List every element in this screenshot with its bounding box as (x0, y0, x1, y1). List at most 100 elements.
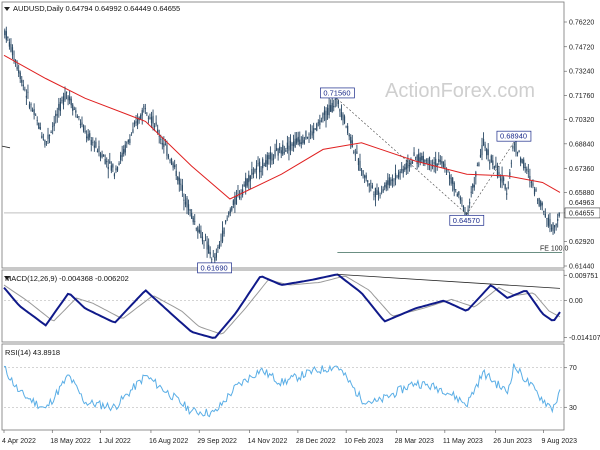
candle-body (146, 113, 148, 115)
candle-body (465, 212, 468, 213)
candle-body (414, 156, 417, 158)
macd-collapse-icon[interactable] (4, 276, 10, 280)
candle-body (35, 114, 37, 116)
x-tick-label: 9 Aug 2023 (542, 438, 578, 445)
candle-body (388, 177, 390, 186)
candle-body (452, 177, 454, 184)
candle-body (67, 96, 69, 101)
macd-y-ticks: 0.009751 0.00 -0.014107 (564, 273, 600, 342)
candle-body (422, 155, 424, 164)
candle-body (254, 168, 256, 173)
candle-body (72, 104, 74, 111)
candle-body (453, 182, 455, 191)
candle-body (136, 118, 139, 126)
collapse-triangle-icon[interactable] (4, 7, 10, 11)
candle-body (360, 175, 363, 176)
candle-body (96, 150, 99, 153)
candle-body (319, 120, 321, 126)
candle-body (184, 201, 187, 205)
candle-body (513, 144, 516, 145)
candle-body (45, 141, 48, 142)
candle-body (149, 117, 151, 119)
candle-body (115, 168, 117, 171)
candle-body (540, 201, 542, 207)
price-y-tick-label: 0.73240 (569, 69, 594, 76)
candle-body (524, 167, 526, 168)
x-tick-label: 10 Feb 2023 (344, 438, 383, 445)
candle-body (340, 112, 343, 118)
candle-body (527, 170, 529, 172)
candle-body (42, 139, 44, 140)
candle-body (526, 168, 528, 171)
candle-body (350, 136, 352, 144)
x-tick-label: 14 Nov 2022 (248, 438, 288, 445)
x-tick-label: 1 Jul 2022 (99, 438, 131, 445)
candle-body (279, 146, 281, 151)
sma-line (3, 54, 561, 200)
candle-body (126, 142, 128, 144)
candle-body (203, 244, 205, 246)
candle-body (323, 110, 326, 115)
candle-body (516, 152, 519, 154)
candle-body (272, 158, 275, 160)
candle-body (59, 101, 61, 112)
candle-body (408, 164, 411, 167)
candle-body (555, 223, 557, 226)
price-y-tick-label: 0.68840 (569, 141, 594, 148)
candle-body (438, 159, 440, 163)
candle-body (166, 144, 168, 156)
x-tick-label: 29 Sep 2022 (197, 438, 237, 445)
candle-body (416, 155, 418, 164)
candle-body (271, 153, 273, 161)
candle-body (382, 189, 384, 192)
candle-body (296, 138, 298, 144)
candle-body (268, 154, 270, 160)
candle-body (275, 148, 278, 151)
candle-body (82, 125, 85, 131)
candle-body (431, 165, 434, 167)
candle-body (320, 120, 322, 122)
rsi-tick-label: 70 (569, 365, 577, 372)
current-price-box (564, 207, 600, 219)
candle-body (163, 143, 165, 147)
candle-body (464, 211, 466, 217)
candle-body (297, 136, 299, 142)
candle-body (70, 98, 72, 106)
candle-body (322, 113, 324, 119)
candle-body (262, 159, 264, 169)
candle-body (499, 178, 502, 181)
candle-body (544, 213, 546, 218)
candle-body (313, 128, 315, 134)
candle-body (25, 95, 27, 98)
candle-body (384, 185, 386, 187)
fe-label: FE 100.0 (540, 246, 569, 253)
candle-body (467, 209, 469, 213)
candle-body (110, 165, 112, 171)
annotation-box (197, 262, 232, 274)
candle-body (347, 125, 349, 134)
candle-body (326, 107, 329, 115)
candle-body (103, 154, 105, 157)
candle-body (439, 160, 441, 162)
candle-body (109, 161, 111, 164)
candle-body (533, 189, 536, 195)
candle-body (538, 197, 540, 206)
candle-body (157, 129, 159, 133)
candle-body (112, 164, 114, 168)
candle-body (164, 144, 166, 146)
candle-body (10, 43, 12, 52)
candle-body (330, 105, 332, 112)
candle-body (235, 196, 238, 205)
candle-body (197, 227, 199, 233)
price-y-tick-label: 0.67360 (569, 166, 594, 173)
candle-body (506, 193, 508, 195)
candle-body (541, 202, 543, 206)
candle-body (343, 116, 346, 124)
candle-body (200, 230, 202, 238)
x-tick-label: 28 Dec 2022 (296, 438, 336, 445)
candle-body (390, 179, 392, 185)
candle-body (158, 136, 160, 137)
annotation-label: 0.61690 (201, 263, 228, 272)
candle-body (398, 172, 400, 178)
candle-body (263, 165, 265, 167)
